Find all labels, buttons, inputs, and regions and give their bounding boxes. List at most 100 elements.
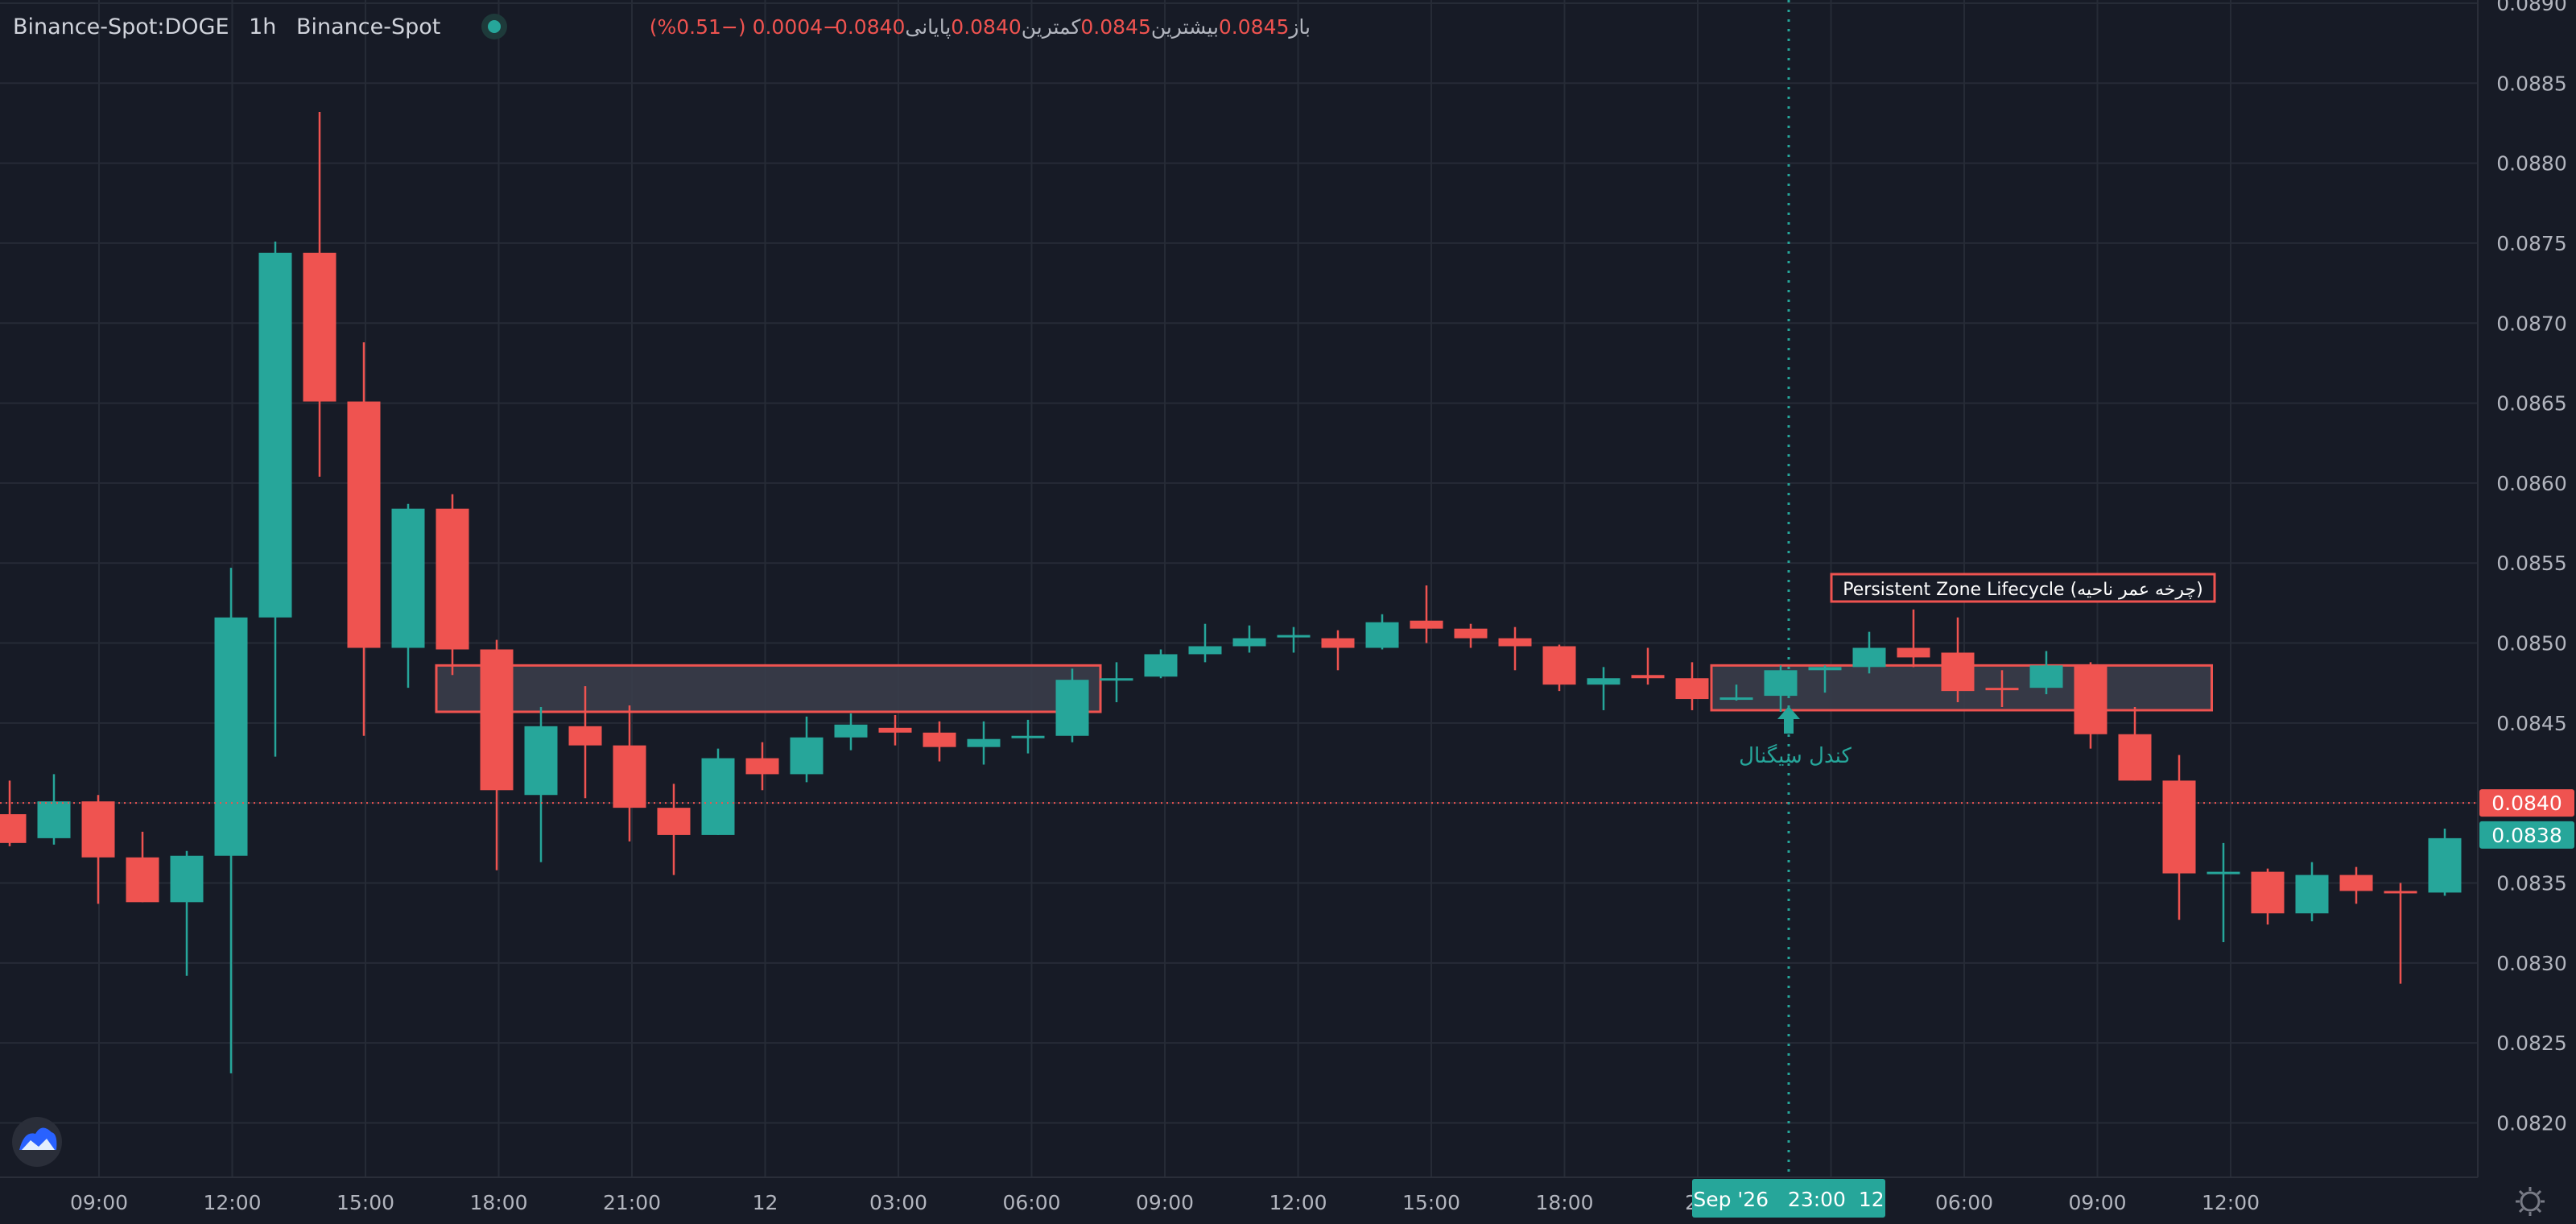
second-price-tag: 0.0838 bbox=[2479, 821, 2574, 849]
time-tick-label: 12:00 bbox=[2202, 1191, 2260, 1214]
candle-body-down bbox=[923, 732, 956, 747]
price-tick-label: 0.0865 bbox=[2496, 392, 2566, 416]
candle-body-down bbox=[1542, 646, 1576, 685]
price-tick-label: 0.0890 bbox=[2496, 0, 2566, 15]
second-price-tag-label: 0.0838 bbox=[2491, 824, 2562, 847]
price-tick-label: 0.0820 bbox=[2496, 1111, 2566, 1135]
candle-body-down bbox=[2251, 871, 2285, 914]
candle-body-down bbox=[1675, 678, 1709, 700]
candle-body-up bbox=[37, 801, 71, 838]
signal-arrow-up-icon bbox=[1777, 706, 1800, 734]
candle-body-up bbox=[1232, 638, 1266, 647]
candle-bodies bbox=[0, 252, 2462, 914]
price-axis[interactable] bbox=[2478, 0, 2576, 1177]
candle-body-down bbox=[2162, 780, 2196, 874]
time-tick-label: 12 bbox=[753, 1191, 778, 1214]
legend-exchange: Binance-Spot bbox=[296, 14, 440, 39]
price-tick-label: 0.0855 bbox=[2496, 552, 2566, 575]
tradingview-cloud-icon[interactable] bbox=[12, 1117, 62, 1167]
candle-body-up bbox=[967, 738, 1001, 747]
candle-body-down bbox=[436, 508, 469, 650]
time-axis[interactable] bbox=[0, 1177, 2576, 1224]
crosshair-time-label: Sep '26 23:00 12 bbox=[1693, 1188, 1884, 1211]
candle-body-down bbox=[1410, 620, 1443, 629]
price-tick-label: 0.0860 bbox=[2496, 472, 2566, 495]
time-tick-label: 06:00 bbox=[1935, 1191, 1993, 1214]
candle-body-down bbox=[303, 252, 336, 402]
price-tick-label: 0.0830 bbox=[2496, 952, 2566, 975]
signal-annotation: کندل سیگنال bbox=[1739, 706, 1852, 768]
last-price-tag-bg bbox=[2479, 789, 2574, 817]
price-axis-ticks: 0.08200.08250.08300.08350.08400.08450.08… bbox=[2496, 0, 2566, 1135]
legend-close-label: پایانی bbox=[905, 15, 951, 39]
signal-candle-label: کندل سیگنال bbox=[1739, 743, 1852, 768]
price-tick-label: 0.0875 bbox=[2496, 232, 2566, 255]
price-tick-label: 0.0885 bbox=[2496, 72, 2566, 95]
candle-body-up bbox=[524, 726, 558, 796]
legend-change: −0.0004 (−0.51%) bbox=[650, 15, 840, 39]
crosshair-time-tag: Sep '26 23:00 12 bbox=[1692, 1179, 1885, 1218]
time-tick-label: 03:00 bbox=[869, 1191, 927, 1214]
candle-body-down bbox=[2118, 734, 2152, 781]
candle-body-down bbox=[2074, 665, 2107, 734]
price-tick-label: 0.0880 bbox=[2496, 152, 2566, 176]
candle-body-up bbox=[1808, 667, 1842, 671]
candle-body-up bbox=[2029, 665, 2063, 688]
candle-body-down bbox=[1454, 628, 1488, 639]
candle-body-down bbox=[878, 727, 912, 733]
candle-body-up bbox=[1587, 678, 1620, 685]
time-tick-label: 21:00 bbox=[603, 1191, 661, 1214]
candle-body-up bbox=[1764, 670, 1798, 697]
candle-body-up bbox=[2207, 871, 2240, 875]
legend-interval[interactable]: 1h bbox=[249, 14, 276, 39]
candle-body-up bbox=[1144, 654, 1178, 677]
candle-body-down bbox=[1985, 688, 2019, 691]
legend-high-value: 0.0845 bbox=[1080, 15, 1150, 39]
candle-body-up bbox=[1852, 647, 1886, 668]
candle-body-up bbox=[2295, 875, 2329, 914]
candle-body-up bbox=[258, 252, 292, 618]
persistent-zone bbox=[435, 664, 1102, 713]
candle-body-up bbox=[834, 724, 868, 738]
legend-open-label: باز bbox=[1287, 15, 1311, 39]
price-tick-label: 0.0845 bbox=[2496, 712, 2566, 735]
candle-body-down bbox=[0, 814, 27, 843]
candle-body-down bbox=[657, 808, 691, 835]
candle-body-up bbox=[170, 855, 204, 903]
candle-body-down bbox=[2384, 891, 2417, 894]
price-tick-label: 0.0850 bbox=[2496, 632, 2566, 655]
candle-body-down bbox=[1498, 638, 1532, 647]
zone-label-border bbox=[1830, 573, 2216, 603]
price-tick-label: 0.0870 bbox=[2496, 312, 2566, 335]
candle-body-up bbox=[790, 737, 824, 775]
candle-body-up bbox=[1365, 622, 1399, 648]
zone-label-box: Persistent Zone Lifecycle (چرخه عمر ناحی… bbox=[1830, 573, 2216, 603]
price-tick-label: 0.0835 bbox=[2496, 872, 2566, 895]
time-tick-label: 12:00 bbox=[203, 1191, 261, 1214]
candle-body-down bbox=[347, 401, 381, 648]
chart-legend: Binance-Spot:DOGE 1h Binance-Spot bbox=[13, 14, 440, 39]
candle-body-down bbox=[1321, 638, 1355, 648]
candle-body-down bbox=[568, 726, 602, 746]
time-tick-label: 09:00 bbox=[2068, 1191, 2126, 1214]
candle-body-up bbox=[1277, 635, 1311, 638]
legend-low-value: 0.0840 bbox=[951, 15, 1021, 39]
legend-low-label: کمترین bbox=[1022, 15, 1081, 39]
candle-body-up bbox=[1100, 678, 1133, 681]
price-tick-label: 0.0825 bbox=[2496, 1032, 2566, 1055]
zone-label-text: Persistent Zone Lifecycle (چرخه عمر ناحی… bbox=[1843, 580, 2202, 600]
time-tick-label: 18:00 bbox=[469, 1191, 527, 1214]
candle-body-up bbox=[1011, 735, 1045, 738]
candle-body-down bbox=[613, 745, 646, 808]
gear-icon[interactable] bbox=[2516, 1187, 2545, 1216]
candle-body-down bbox=[745, 758, 779, 775]
last-price-tag-label: 0.0840 bbox=[2491, 792, 2562, 815]
last-price-tag: 0.0840 bbox=[2479, 789, 2574, 817]
time-tick-label: 15:00 bbox=[336, 1191, 394, 1214]
candle-body-down bbox=[1897, 647, 1930, 658]
time-tick-label: 09:00 bbox=[70, 1191, 128, 1214]
legend-symbol[interactable]: Binance-Spot:DOGE bbox=[13, 14, 229, 39]
time-tick-label: 15:00 bbox=[1402, 1191, 1460, 1214]
